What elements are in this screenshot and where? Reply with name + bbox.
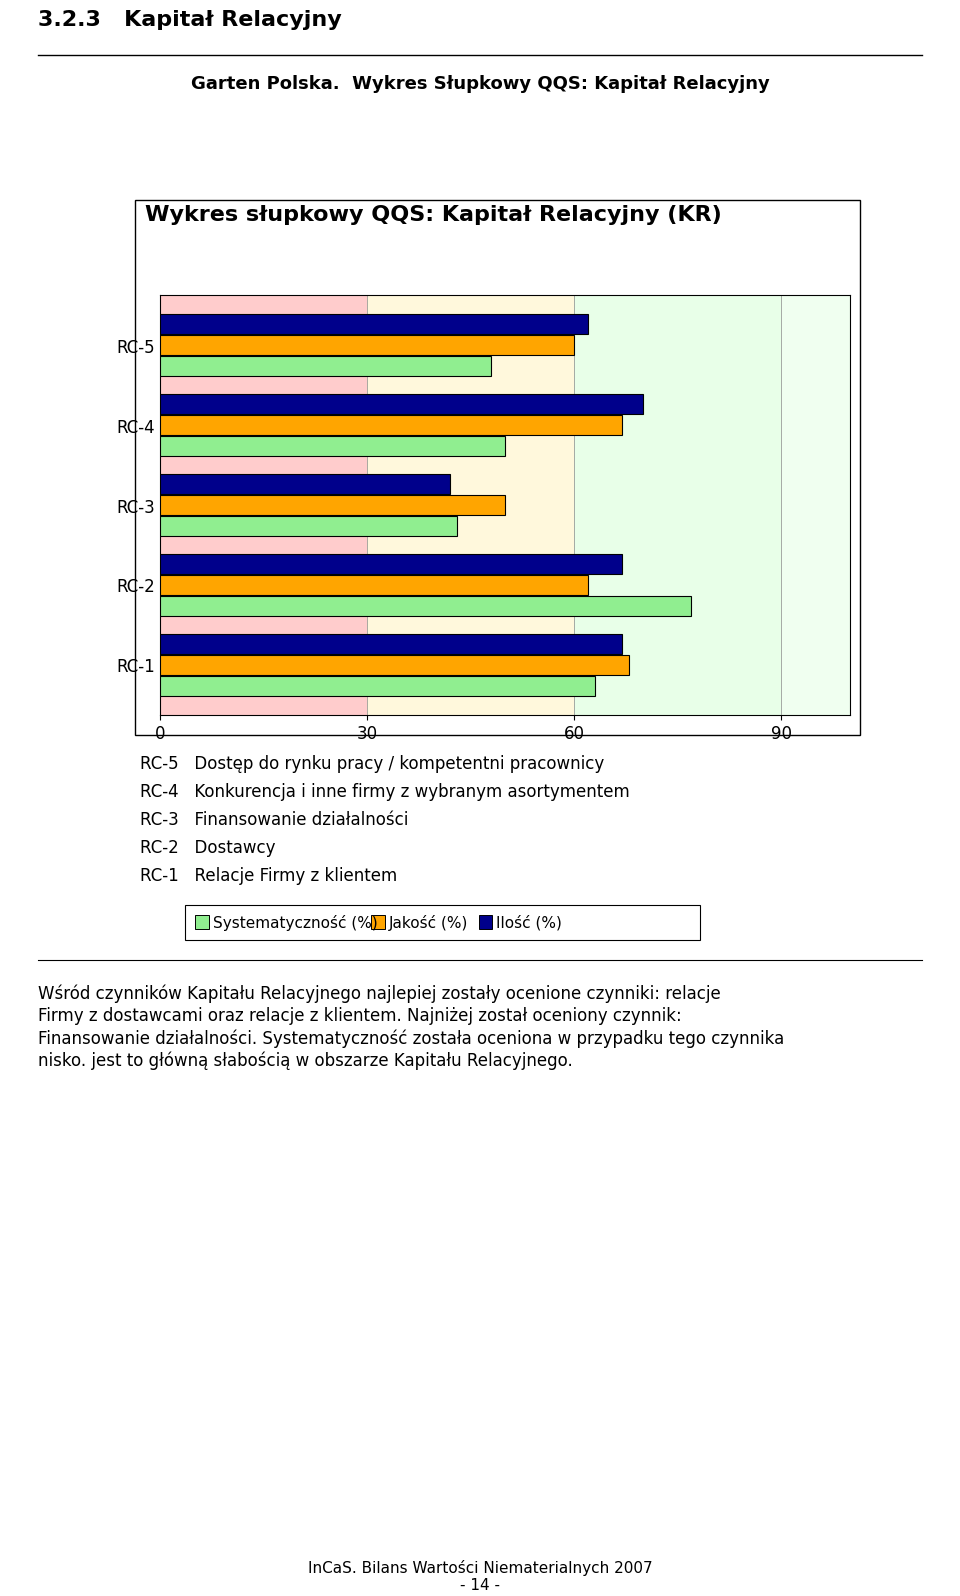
Bar (160, 295, 367, 715)
Bar (160, 654, 629, 675)
Text: RC-1   Relacje Firmy z klientem: RC-1 Relacje Firmy z klientem (140, 867, 397, 886)
Text: RC-5   Dostęp do rynku pracy / kompetentni pracownicy: RC-5 Dostęp do rynku pracy / kompetentni… (140, 755, 604, 772)
Bar (160, 516, 457, 536)
Bar (160, 436, 505, 456)
Text: Finansowanie działalności. Systematyczność została oceniona w przypadku tego czy: Finansowanie działalności. Systematyczno… (38, 1029, 784, 1047)
Bar (160, 575, 588, 595)
Bar (160, 554, 622, 575)
Bar (574, 295, 781, 715)
Text: Firmy z dostawcami oraz relacje z klientem. Najniżej został oceniony czynnik:: Firmy z dostawcami oraz relacje z klient… (38, 1007, 683, 1025)
Text: RC-3   Finansowanie działalności: RC-3 Finansowanie działalności (140, 811, 408, 828)
Text: 3.2.3   Kapitał Relacyjny: 3.2.3 Kapitał Relacyjny (38, 10, 342, 30)
Bar (160, 595, 691, 616)
Text: nisko. jest to główną słabością w obszarze Kapitału Relacyjnego.: nisko. jest to główną słabością w obszar… (38, 1052, 573, 1069)
Bar (160, 356, 492, 377)
Text: Systematyczność (%): Systematyczność (%) (213, 915, 377, 930)
Bar (367, 295, 574, 715)
Bar (160, 677, 594, 696)
Text: RC-2   Dostawcy: RC-2 Dostawcy (140, 839, 276, 857)
Text: Ilość (%): Ilość (%) (496, 915, 563, 930)
Text: InCaS. Bilans Wartości Niematerialnych 2007
- 14 -: InCaS. Bilans Wartości Niematerialnych 2… (308, 1559, 652, 1593)
Bar (160, 634, 622, 654)
Bar (160, 314, 588, 334)
Bar (160, 335, 574, 356)
Text: Garten Polska.  Wykres Słupkowy QQS: Kapitał Relacyjny: Garten Polska. Wykres Słupkowy QQS: Kapi… (191, 75, 769, 93)
Text: Wśród czynników Kapitału Relacyjnego najlepiej zostały ocenione czynniki: relacj: Wśród czynników Kapitału Relacyjnego naj… (38, 985, 721, 1004)
Text: RC-4   Konkurencja i inne firmy z wybranym asortymentem: RC-4 Konkurencja i inne firmy z wybranym… (140, 784, 630, 801)
Bar (160, 394, 643, 413)
Bar (160, 474, 450, 493)
Text: Wykres słupkowy QQS: Kapitał Relacyjny (KR): Wykres słupkowy QQS: Kapitał Relacyjny (… (145, 204, 721, 225)
Bar (781, 295, 850, 715)
Text: Jakość (%): Jakość (%) (389, 915, 468, 930)
Bar (160, 495, 505, 516)
Bar (160, 415, 622, 436)
